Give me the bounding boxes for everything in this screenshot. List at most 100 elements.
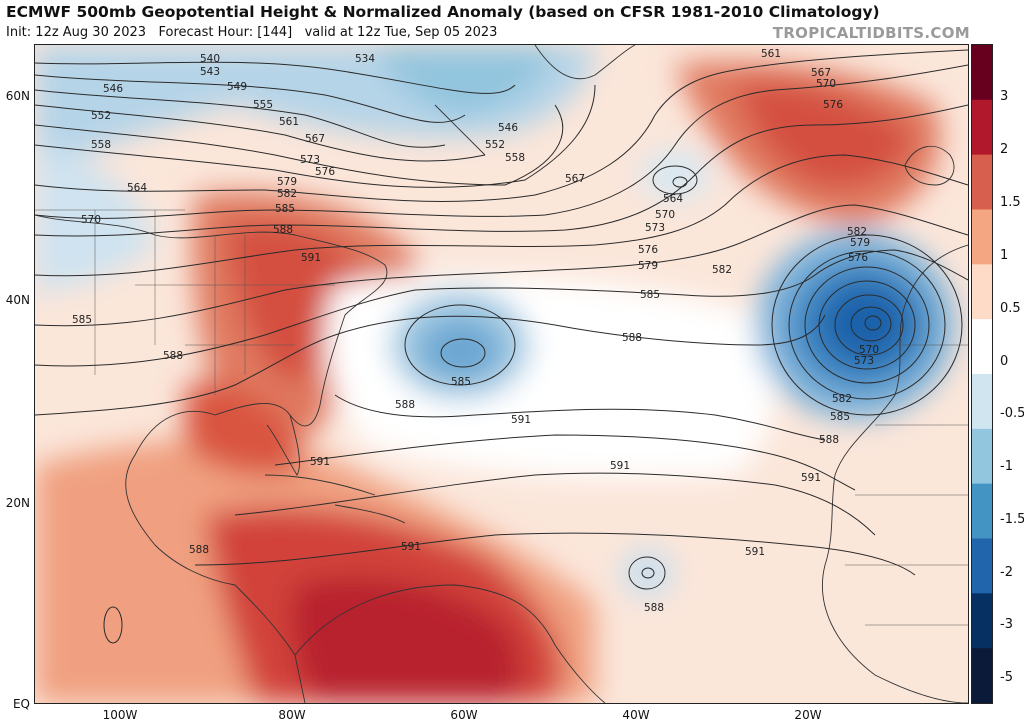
contour-label-585-mid: 585: [640, 289, 660, 301]
map-title: ECMWF 500mb Geopotential Height & Normal…: [6, 3, 880, 21]
colorbar-tick-neg-2: -2: [1000, 565, 1013, 580]
colorbar: [971, 44, 993, 704]
contour-label-588: 588: [273, 224, 293, 236]
contour-label-591-mid: 591: [610, 460, 630, 472]
contour-label-579-mid: 579: [638, 260, 658, 272]
contour-label-591-east: 591: [745, 546, 765, 558]
contour-label-573-mid: 573: [645, 222, 665, 234]
anomaly-shading: [35, 45, 955, 703]
contour-label-561-ne: 561: [761, 48, 781, 60]
contour-label-573-ib: 573: [854, 355, 874, 367]
contour-label-585: 585: [275, 203, 295, 215]
colorbar-segment: [972, 99, 992, 156]
contour-label-573: 573: [300, 154, 320, 166]
contour-label-558: 558: [91, 139, 111, 151]
contour-label-552-east: 552: [485, 139, 505, 151]
contour-label-576: 576: [315, 166, 335, 178]
lat-label-eq: EQ: [12, 697, 30, 711]
colorbar-segment: [972, 154, 992, 210]
contour-label-555: 555: [253, 99, 273, 111]
lon-label-60w: 60W: [450, 708, 478, 722]
lat-label-60n: 60N: [5, 89, 30, 103]
coastlines: [35, 45, 968, 703]
colorbar-segment: [972, 483, 992, 539]
colorbar-segment: [972, 428, 992, 485]
contour-label-564-mid: 564: [663, 193, 683, 205]
contour-label-585-low: 585: [451, 376, 471, 388]
colorbar-tick-1: 1: [1000, 248, 1009, 263]
contour-label-570-west: 570: [81, 214, 101, 226]
contour-label-588-mid: 588: [622, 332, 642, 344]
contour-label-588-carib: 588: [189, 544, 209, 556]
lon-label-100w: 100W: [102, 708, 138, 722]
map-subtitle: Init: 12z Aug 30 2023 Forecast Hour: [14…: [6, 25, 497, 40]
colorbar-segment: [972, 45, 992, 101]
contour-label-588-west: 588: [163, 350, 183, 362]
contour-labels: 540 543 534 546 549 552 555 558 561 564 …: [72, 48, 879, 614]
colorbar-tick-0-5: 0.5: [1000, 301, 1021, 316]
contour-label-570-mid: 570: [655, 209, 675, 221]
contour-label-579-ib: 579: [850, 237, 870, 249]
contour-label-591-carib: 591: [401, 541, 421, 553]
contour-label-585-west: 585: [72, 314, 92, 326]
contour-label-591-low: 591: [511, 414, 531, 426]
contour-label-546: 546: [103, 83, 123, 95]
contour-label-561: 561: [279, 116, 299, 128]
colorbar-segment: [972, 593, 992, 649]
colorbar-tick-neg-0-5: -0.5: [1000, 406, 1024, 421]
colorbar-segment: [972, 209, 992, 265]
colorbar-tick-neg-3: -3: [1000, 617, 1013, 632]
contour-label-579: 579: [277, 176, 297, 188]
contour-label-567-ne: 567: [811, 67, 831, 79]
colorbar-tick-2: 2: [1000, 142, 1009, 157]
site-watermark: TROPICALTIDBITS.COM: [772, 24, 970, 42]
colorbar-tick-1-5: 1.5: [1000, 195, 1021, 210]
contour-label-570-ib: 570: [859, 344, 879, 356]
contour-label-588-low: 588: [395, 399, 415, 411]
lat-label-40n: 40N: [5, 293, 30, 307]
contour-label-543: 543: [200, 66, 220, 78]
lon-label-40w: 40W: [622, 708, 650, 722]
contour-label-549: 549: [227, 81, 247, 93]
colorbar-segment: [972, 648, 992, 703]
contour-label-588-ib: 588: [819, 434, 839, 446]
contour-label-567-mid: 567: [565, 173, 585, 185]
contour-label-540: 540: [200, 53, 220, 65]
contour-label-585-ib: 585: [830, 411, 850, 423]
contour-label-582-mid: 582: [712, 264, 732, 276]
map-panel: 540 543 534 546 549 552 555 558 561 564 …: [34, 44, 969, 704]
contour-label-564: 564: [127, 182, 147, 194]
contour-label-567: 567: [305, 133, 325, 145]
contour-label-582-ib: 582: [847, 226, 867, 238]
contour-label-534: 534: [355, 53, 375, 65]
contour-label-591-gulf: 591: [310, 456, 330, 468]
lon-label-20w: 20W: [794, 708, 822, 722]
contour-label-591: 591: [301, 252, 321, 264]
contour-label-588-trop: 588: [644, 602, 664, 614]
forecast-hour: Forecast Hour: [144]: [158, 25, 293, 40]
contour-label-582-ib2: 582: [832, 393, 852, 405]
contour-label-570-ne: 570: [816, 78, 836, 90]
lat-label-20n: 20N: [5, 496, 30, 510]
colorbar-segment: [972, 374, 992, 430]
contour-label-552: 552: [91, 110, 111, 122]
lon-label-80w: 80W: [278, 708, 306, 722]
contour-label-546-east: 546: [498, 122, 518, 134]
contour-label-576-ib: 576: [848, 252, 868, 264]
contour-label-576-mid: 576: [638, 244, 658, 256]
colorbar-segment: [972, 319, 992, 375]
colorbar-tick-0: 0: [1000, 354, 1009, 369]
valid-time: valid at 12z Tue, Sep 05 2023: [304, 25, 498, 40]
colorbar-tick-neg-5: -5: [1000, 670, 1013, 685]
political-borders: [35, 209, 968, 626]
colorbar-tick-neg-1-5: -1.5: [1000, 512, 1024, 527]
colorbar-segment: [972, 538, 992, 594]
colorbar-segment: [972, 264, 992, 320]
height-contours: [35, 49, 968, 644]
colorbar-tick-neg-1: -1: [1000, 459, 1013, 474]
contour-label-582: 582: [277, 188, 297, 200]
anomaly-map: 540 543 534 546 549 552 555 558 561 564 …: [35, 45, 968, 703]
contour-label-576-ne: 576: [823, 99, 843, 111]
contour-label-558-east: 558: [505, 152, 525, 164]
contour-label-591-afr: 591: [801, 472, 821, 484]
